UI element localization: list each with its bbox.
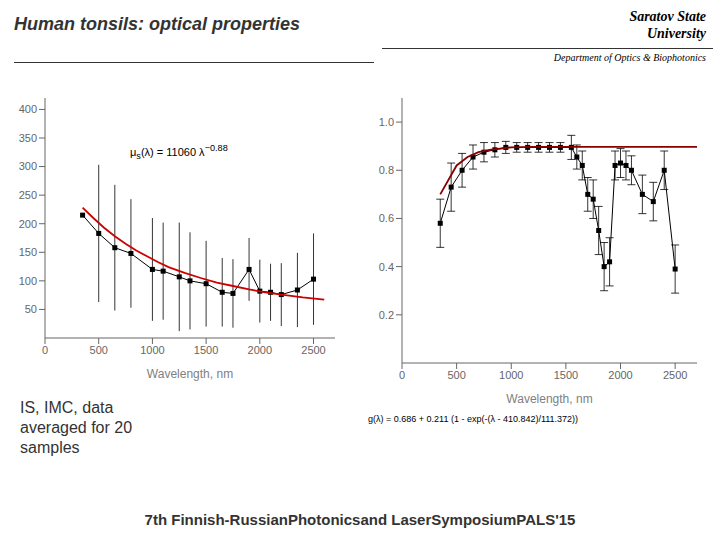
svg-text:1500: 1500: [194, 344, 218, 356]
svg-text:0.8: 0.8: [379, 164, 394, 176]
svg-text:0: 0: [399, 369, 405, 381]
svg-text:0.6: 0.6: [379, 212, 394, 224]
svg-text:0.4: 0.4: [379, 261, 394, 273]
svg-text:400: 400: [19, 103, 37, 115]
html-text:IS, IMC, data averaged for 20: IS, IMC, data averaged for 20 samples: [20, 399, 133, 456]
svg-text:50: 50: [25, 303, 37, 315]
svg-text:Wavelength, nm: Wavelength, nm: [506, 392, 592, 406]
svg-text:500: 500: [447, 369, 465, 381]
svg-text:200: 200: [19, 218, 37, 230]
svg-text:0: 0: [42, 344, 48, 356]
svg-text:2500: 2500: [663, 369, 687, 381]
html-text:g(λ) = 0.686 + 0.211 (1 - exp(: g(λ) = 0.686 + 0.211 (1 - exp(-(λ - 410.…: [368, 414, 579, 424]
svg-text:1.0: 1.0: [379, 116, 394, 128]
html-text:Department of Optics & Biophot: Department of Optics & Biophotonics: [553, 52, 706, 63]
svg-text:1000: 1000: [140, 344, 164, 356]
html-text:7th Finnish-RussianPhotonicsan: 7th Finnish-RussianPhotonicsand LaserSym…: [144, 511, 576, 528]
svg-text:350: 350: [19, 132, 37, 144]
svg-text:2000: 2000: [248, 344, 272, 356]
svg-text:Wavelength, nm: Wavelength, nm: [147, 367, 233, 381]
html-text:Human tonsils: optical propert: Human tonsils: optical properties: [14, 14, 300, 34]
html-text:Saratov State University: Saratov State University: [629, 9, 706, 41]
svg-text:150: 150: [19, 246, 37, 258]
svg-text:0.2: 0.2: [379, 309, 394, 321]
svg-text:1500: 1500: [554, 369, 578, 381]
svg-text:2000: 2000: [608, 369, 632, 381]
svg-text:100: 100: [19, 275, 37, 287]
svg-text:2500: 2500: [301, 344, 325, 356]
svg-text:1000: 1000: [499, 369, 523, 381]
svg-text:500: 500: [90, 344, 108, 356]
svg-text:300: 300: [19, 160, 37, 172]
svg-text:250: 250: [19, 189, 37, 201]
html-text:μs(λ) = 11060 λ−0.88: μs(λ) = 11060 λ−0.88: [130, 143, 228, 161]
